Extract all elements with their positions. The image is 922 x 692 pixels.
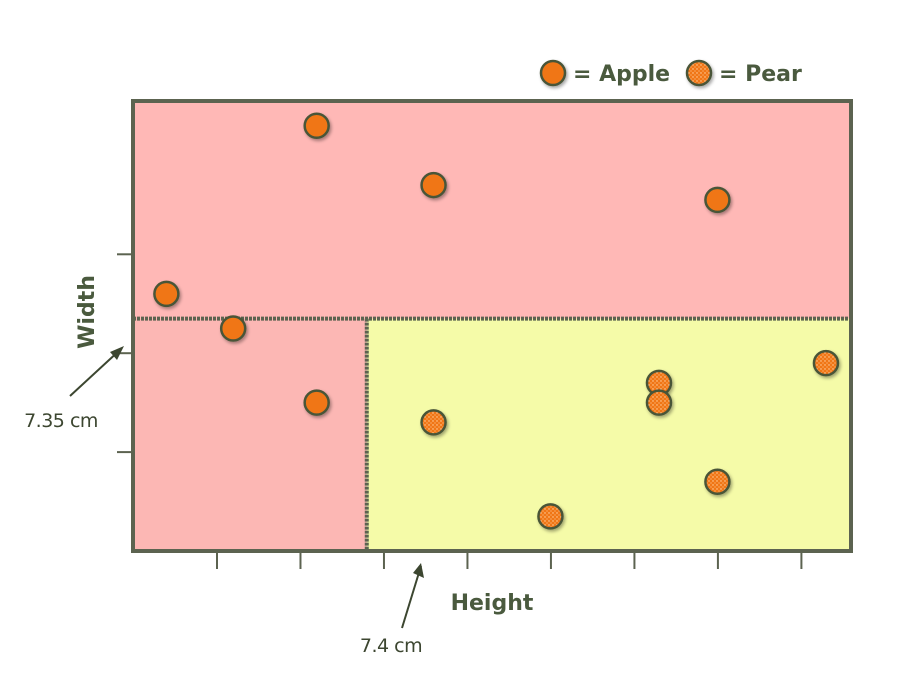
apple-point-0	[153, 280, 180, 308]
legend-apple-marker	[539, 59, 567, 87]
legend-pear-marker	[685, 59, 713, 87]
pear-point-4	[704, 468, 731, 496]
x-split-arrowhead	[413, 563, 424, 578]
split-lines	[133, 316, 851, 551]
x-axis-label: Height	[451, 591, 534, 616]
data-points	[153, 112, 840, 530]
axis-ticks	[117, 253, 803, 569]
region-lower-right	[366, 318, 851, 551]
legend: = Apple = Pear	[539, 59, 802, 87]
legend-apple-label: = Apple	[573, 62, 670, 87]
apple-point-1	[219, 315, 247, 342]
plot-border	[131, 99, 853, 553]
apple-point-2	[303, 112, 330, 139]
pear-point-5	[812, 349, 840, 377]
legend-pear-label: = Pear	[719, 62, 802, 87]
y-axis-label: Width	[75, 275, 100, 349]
region-lower-left	[133, 318, 367, 551]
apple-point-3	[303, 389, 330, 416]
y-split-annotation: 7.35 cm	[24, 346, 124, 432]
pear-point-3	[645, 389, 673, 416]
plot-regions	[133, 101, 851, 551]
region-upper	[133, 101, 851, 319]
apple-point-5	[704, 186, 731, 214]
y-split-label: 7.35 cm	[24, 410, 98, 432]
x-split-arrow	[401, 565, 422, 629]
pear-point-1	[537, 503, 564, 530]
x-split-label: 7.4 cm	[360, 635, 422, 657]
y-split-arrow	[69, 348, 122, 397]
plot-frame	[131, 99, 853, 553]
pear-point-0	[420, 409, 447, 436]
apple-point-4	[420, 171, 447, 199]
y-split-arrowhead	[110, 346, 124, 360]
x-split-annotation: 7.4 cm	[360, 563, 424, 657]
